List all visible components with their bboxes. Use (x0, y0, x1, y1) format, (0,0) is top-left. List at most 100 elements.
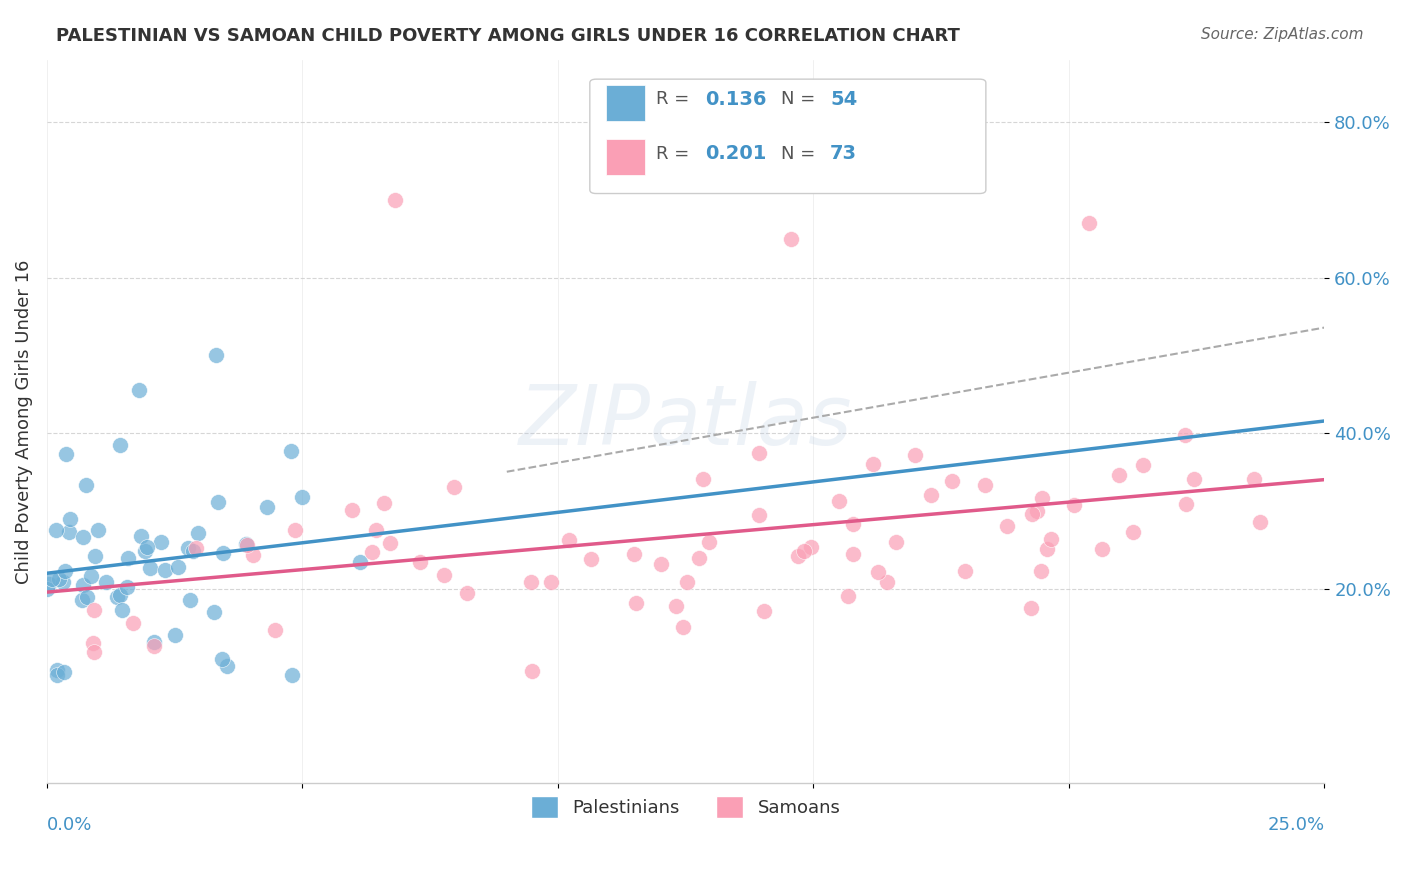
Point (217, 658, 239, 673)
Point (179, 593, 201, 607)
Point (904, 448, 927, 462)
Text: 0.136: 0.136 (704, 90, 766, 109)
Point (207, 495, 229, 509)
Point (443, 480, 465, 494)
Point (150, 534, 173, 549)
Point (779, 232, 801, 246)
Point (787, 549, 810, 563)
Point (842, 517, 865, 532)
Point (697, 535, 720, 549)
Point (143, 635, 166, 649)
Point (754, 604, 776, 618)
Point (1029, 564, 1052, 578)
Y-axis label: Child Poverty Among Girls Under 16: Child Poverty Among Girls Under 16 (15, 260, 32, 583)
Point (1243, 472, 1265, 486)
Point (361, 545, 384, 559)
Point (828, 494, 851, 508)
Point (623, 547, 645, 561)
Point (665, 599, 688, 614)
Point (204, 348, 226, 362)
Point (373, 496, 395, 510)
Point (650, 558, 672, 572)
Point (456, 586, 478, 600)
Point (342, 503, 364, 517)
Bar (606, 139, 645, 176)
Point (45, 668, 67, 682)
Point (1174, 428, 1197, 442)
Point (111, 602, 134, 616)
Point (51, 574, 73, 589)
Point (624, 596, 647, 610)
Point (281, 667, 304, 681)
Text: 54: 54 (830, 90, 858, 109)
Point (1091, 541, 1114, 556)
Point (76, 591, 98, 605)
Point (1108, 467, 1130, 482)
Point (842, 547, 865, 561)
Point (45, 663, 67, 677)
Point (211, 652, 233, 666)
Point (58, 525, 80, 540)
Text: Source: ZipAtlas.com: Source: ZipAtlas.com (1201, 27, 1364, 42)
Point (953, 564, 976, 578)
Point (75, 477, 97, 491)
Point (1132, 458, 1154, 472)
Point (48, 572, 70, 586)
Point (688, 551, 710, 566)
Point (87, 523, 110, 537)
Point (876, 574, 898, 589)
Point (920, 488, 942, 502)
Point (1031, 491, 1053, 505)
Point (800, 540, 823, 554)
Point (540, 574, 562, 589)
Text: 73: 73 (830, 145, 858, 163)
Point (96, 574, 118, 589)
Point (184, 541, 207, 555)
Point (256, 500, 278, 515)
Text: ZIPatlas: ZIPatlas (519, 381, 852, 462)
Point (58, 512, 80, 526)
Point (70, 593, 93, 607)
Point (37, 582, 59, 596)
Point (366, 523, 388, 537)
Point (110, 437, 132, 451)
Point (45, 523, 67, 537)
Point (349, 555, 371, 569)
Point (291, 490, 314, 504)
Point (187, 525, 209, 540)
Point (1019, 601, 1042, 615)
Point (153, 563, 176, 577)
Point (117, 550, 139, 565)
Point (283, 524, 305, 538)
Point (235, 536, 257, 550)
Point (122, 615, 145, 630)
Point (52, 665, 75, 679)
Point (1026, 504, 1049, 518)
Point (384, 193, 406, 207)
Point (520, 665, 543, 679)
Point (163, 628, 186, 642)
Point (692, 472, 714, 486)
FancyBboxPatch shape (591, 79, 986, 194)
Point (80, 568, 103, 582)
Point (128, 384, 150, 398)
Legend: Palestinians, Samoans: Palestinians, Samoans (523, 789, 848, 825)
Point (280, 443, 302, 458)
Point (110, 588, 132, 602)
Point (672, 620, 695, 634)
Point (995, 518, 1018, 533)
Point (676, 574, 699, 589)
Text: PALESTINIAN VS SAMOAN CHILD POVERTY AMONG GIRLS UNDER 16 CORRELATION CHART: PALESTINIAN VS SAMOAN CHILD POVERTY AMON… (56, 27, 960, 45)
Point (143, 639, 166, 653)
Point (72, 530, 94, 544)
Point (41, 572, 63, 586)
Point (1122, 524, 1144, 539)
Point (55, 447, 77, 461)
Point (409, 556, 432, 570)
Point (136, 540, 159, 554)
Point (862, 457, 884, 471)
Point (519, 575, 541, 590)
Point (748, 446, 770, 460)
Point (837, 589, 859, 603)
Point (380, 536, 402, 550)
